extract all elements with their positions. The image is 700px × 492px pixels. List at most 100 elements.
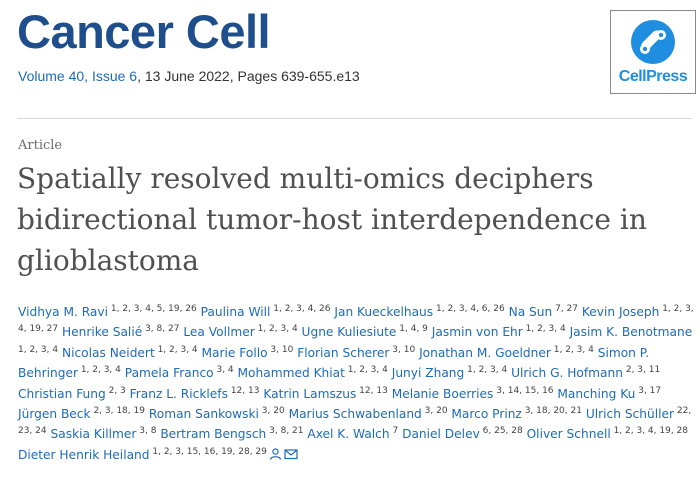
author-name: Junyi Zhang — [391, 366, 465, 381]
author-link[interactable]: Henrike Salié 3, 8, 27 — [62, 324, 180, 340]
author-list: Vidhya M. Ravi 1, 2, 3, 4, 5, 19, 26 Pau… — [18, 302, 694, 466]
cellpress-mark-icon — [631, 20, 675, 64]
author-link[interactable]: Ulrich Schüller 22, 23, 24 — [18, 406, 692, 441]
author-affiliations: 3, 10 — [267, 344, 294, 355]
author-affiliations: 1, 2, 3, 4 — [550, 344, 594, 355]
author-affiliations: 1, 2, 3, 4 — [154, 344, 198, 355]
author-name: Bertram Bengsch — [160, 427, 267, 442]
author-affiliations: 2, 3 — [105, 385, 126, 396]
author-link[interactable]: Nicolas Neidert 1, 2, 3, 4 — [62, 344, 198, 360]
article-title: Spatially resolved multi-omics deciphers… — [17, 162, 647, 277]
author-link[interactable]: Mohammed Khiat 1, 2, 3, 4 — [237, 365, 388, 381]
author-name: Na Sun — [508, 305, 553, 319]
author-affiliations: 1, 2, 3, 4, 19, 28 — [610, 426, 688, 437]
author-link[interactable]: Paulina Will 1, 2, 3, 4, 26 — [200, 304, 331, 320]
author-name: Franz L. Ricklefs — [129, 386, 228, 401]
author-link[interactable]: Daniel Delev 6, 25, 28 — [402, 426, 523, 442]
author-name: Pamela Franco — [124, 366, 214, 381]
author-affiliations: 12, 13 — [356, 385, 388, 396]
author-affiliations: 1, 2, 3, 4, 19, 27 — [18, 304, 694, 335]
author-link[interactable]: Junyi Zhang 1, 2, 3, 4 — [391, 366, 507, 381]
person-icon[interactable] — [269, 448, 282, 460]
author-affiliations: 3, 8 — [136, 426, 157, 437]
author-link[interactable]: Christian Fung 2, 3 — [18, 385, 126, 401]
author-affiliations: 3, 4 — [213, 365, 234, 376]
author-link[interactable]: Marco Prinz 3, 18, 20, 21 — [451, 406, 582, 422]
author-name: Ugne Kuliesiute — [301, 325, 397, 340]
publication-date-pages: , 13 June 2022, Pages 639-655.e13 — [137, 68, 360, 84]
author-name: Marie Follo — [201, 345, 268, 360]
author-link[interactable]: Pamela Franco 3, 4 — [124, 365, 234, 381]
author-name: Oliver Schnell — [526, 427, 611, 442]
author-affiliations: 3, 8, 21 — [266, 426, 304, 437]
author-link[interactable]: Ugne Kuliesiute 1, 4, 9 — [301, 324, 428, 340]
author-name: Jasim K. Benotmane — [569, 325, 693, 340]
author-affiliations: 7, 27 — [552, 304, 578, 314]
author-link[interactable]: Jonathan M. Goeldner 1, 2, 3, 4 — [419, 344, 594, 360]
author-link[interactable]: Marie Follo 3, 10 — [201, 344, 294, 360]
author-affiliations: 7 — [389, 426, 399, 437]
author-affiliations: 3, 8, 27 — [142, 324, 180, 335]
header-divider — [17, 118, 692, 119]
author-affiliations: 1, 2, 3, 4, 5, 19, 26 — [108, 304, 197, 314]
author-name: Vidhya M. Ravi — [18, 305, 109, 319]
author-link[interactable]: Lea Vollmer 1, 2, 3, 4 — [183, 324, 298, 340]
author-link[interactable]: Roman Sankowski 3, 20 — [148, 406, 285, 422]
author-affiliations: 6, 25, 28 — [479, 426, 523, 437]
author-affiliations: 1, 2, 3, 4 — [18, 344, 59, 355]
author-affiliations: 3, 18, 20, 21 — [521, 406, 582, 417]
author-link[interactable]: Bertram Bengsch 3, 8, 21 — [160, 426, 304, 442]
author-link[interactable]: Kevin Joseph 1, 2, 3, 4, 19, 27 — [18, 304, 694, 339]
author-link[interactable]: Simon P. Behringer 1, 2, 3, 4 — [18, 346, 649, 380]
author-link[interactable]: Marius Schwabenland 3, 20 — [288, 407, 448, 422]
author-link[interactable]: Oliver Schnell 1, 2, 3, 4, 19, 28 — [526, 426, 688, 442]
author-affiliations: 1, 2, 3, 4 — [344, 365, 388, 376]
envelope-icon[interactable] — [284, 448, 298, 460]
author-link[interactable]: Katrin Lamszus 12, 13 — [263, 385, 388, 401]
journal-title[interactable]: Cancer Cell — [17, 5, 271, 58]
author-link[interactable]: Jasmin von Ehr 1, 2, 3, 4 — [431, 325, 566, 340]
author-link[interactable]: Franz L. Ricklefs 12, 13 — [129, 386, 260, 401]
author-affiliations: 1, 2, 3, 4 — [77, 365, 121, 376]
author-name: Florian Scherer — [297, 345, 390, 360]
author-name: Paulina Will — [200, 305, 271, 319]
author-name: Christian Fung — [18, 386, 106, 401]
author-name: Jasmin von Ehr — [431, 325, 523, 340]
issue-link[interactable]: Volume 40, Issue 6 — [18, 68, 138, 84]
author-name: Marius Schwabenland — [288, 407, 422, 422]
author-affiliations: 3, 20 — [258, 406, 285, 417]
cellpress-logo-text: CellPress — [618, 68, 688, 85]
author-link[interactable]: Jasim K. Benotmane 1, 2, 3, 4 — [18, 325, 692, 359]
author-affiliations: 1, 2, 3, 4 — [254, 324, 298, 335]
author-affiliations: 22, 23, 24 — [18, 406, 692, 437]
contact-icons — [269, 446, 298, 466]
author-name: Katrin Lamszus — [263, 386, 357, 401]
author-name: Ulrich G. Hofmann — [511, 366, 623, 381]
author-link[interactable]: Dieter Henrik Heiland 1, 2, 3, 15, 16, 1… — [18, 446, 267, 462]
author-affiliations: 3, 10 — [389, 344, 416, 355]
author-link[interactable]: Ulrich G. Hofmann 2, 3, 11 — [511, 366, 660, 381]
author-link[interactable]: Saskia Killmer 3, 8 — [51, 426, 157, 442]
author-link[interactable]: Manching Ku 3, 17 — [557, 386, 661, 401]
article-type: Article — [18, 138, 63, 153]
author-affiliations: 1, 2, 3, 4, 26 — [270, 304, 331, 314]
author-link[interactable]: Jan Kueckelhaus 1, 2, 3, 4, 6, 26 — [334, 304, 505, 320]
author-name: Melanie Boerries — [391, 386, 494, 401]
author-affiliations: 3, 14, 15, 16 — [493, 385, 554, 396]
author-link[interactable]: Vidhya M. Ravi 1, 2, 3, 4, 5, 19, 26 — [18, 304, 197, 320]
author-affiliations: 1, 4, 9 — [396, 324, 428, 335]
author-link[interactable]: Florian Scherer 3, 10 — [297, 344, 416, 360]
author-affiliations: 1, 2, 3, 4, 6, 26 — [433, 304, 505, 314]
author-link[interactable]: Axel K. Walch 7 — [307, 426, 399, 442]
author-name: Marco Prinz — [451, 407, 522, 422]
author-name: Mohammed Khiat — [237, 366, 345, 381]
author-name: Roman Sankowski — [148, 407, 259, 422]
author-link[interactable]: Na Sun 7, 27 — [508, 304, 578, 320]
author-link[interactable]: Jürgen Beck 2, 3, 18, 19 — [18, 407, 145, 422]
author-name: Jürgen Beck — [18, 407, 91, 422]
author-link[interactable]: Melanie Boerries 3, 14, 15, 16 — [391, 385, 554, 401]
author-affiliations: 1, 2, 3, 15, 16, 19, 28, 29 — [149, 446, 267, 457]
author-name: Kevin Joseph — [581, 305, 660, 319]
cellpress-logo[interactable]: CellPress — [610, 10, 696, 94]
author-name: Jonathan M. Goeldner — [419, 345, 551, 360]
